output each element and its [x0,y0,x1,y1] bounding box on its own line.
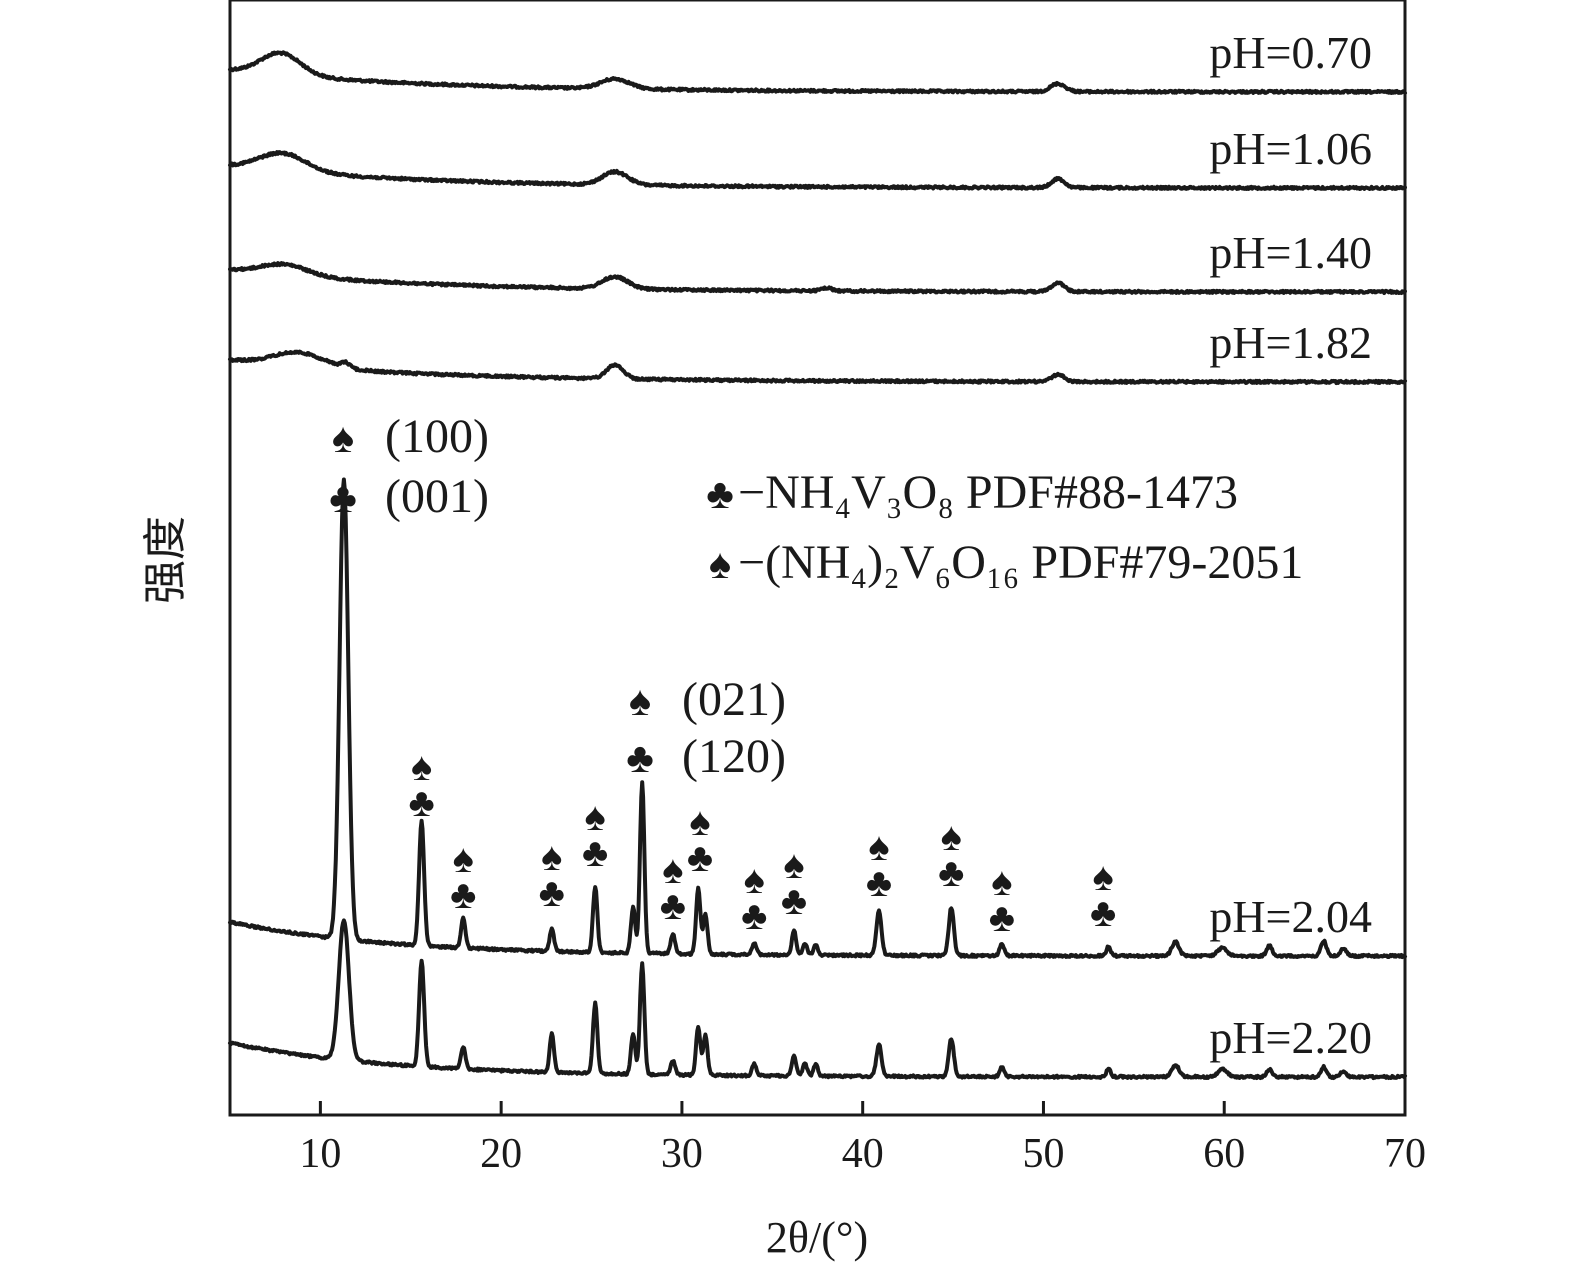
spade-marker: ♠ [453,836,474,881]
series-label: pH=2.04 [1209,891,1372,942]
series-trace [228,918,1407,1081]
x-tick-label: 30 [661,1131,703,1177]
series-label: pH=1.40 [1209,227,1372,278]
spade-marker: ♠ [1092,854,1113,899]
peak-annotations: ♠ (100)♣ (001)♠ (021)♣ (120)♠♣♠♣♠♣♠♣ ♠♣♠♣ ♠♣♠♣… [329,410,1116,940]
x-tick-label: 60 [1203,1131,1245,1177]
club-marker: ♣ [660,883,686,928]
club-marker: ♣ [539,870,565,915]
spade-marker: ♠ [941,814,962,859]
spade-marker: ♠ [541,834,562,879]
plot-frame [228,0,1407,1117]
club-marker: ♣ [866,860,892,905]
spade-marker: ♠ [744,857,765,902]
series-label: pH=1.06 [1209,123,1372,174]
club-marker: ♣ [989,895,1015,940]
miller-index-label: (021) [682,673,786,726]
series-labels: pH=0.70 pH=1.06 pH=1.40 pH=1.82 pH=2.04 pH=2.… [1209,27,1372,1063]
series-label: pH=1.82 [1209,317,1372,368]
club-marker: ♣ [450,872,476,917]
series-trace [228,50,1407,95]
club-marker: ♣ [938,850,964,895]
club-marker: ♣ [781,878,807,923]
series-trace [228,349,1407,385]
x-axis-ticks: 10 20 30 40 50 60 70 [299,1101,1426,1177]
legend: ♣ −NH₄V₃O₈ PDF#88-1473♠ −(NH₄)₂V₆O₁₆ PDF#7… [706,466,1303,589]
miller-index-label: (001) [385,470,489,523]
series-traces [228,50,1407,1081]
y-axis-label: 强度 [141,516,190,604]
series-trace [228,261,1407,295]
spade-marker: ♠ [662,847,683,892]
legend-entry: −NH₄V₃O₈ PDF#88-1473 [738,466,1238,519]
legend-entry: −(NH₄)₂V₆O₁₆ PDF#79-2051 [738,536,1303,589]
club-marker: ♣ [329,476,357,522]
spade-marker: ♠ [629,679,651,725]
miller-index-label: (100) [385,410,489,463]
spade-marker: ♠ [585,794,606,839]
x-tick-label: 70 [1384,1131,1426,1177]
club-marker: ♣ [626,736,654,782]
x-tick-label: 10 [299,1131,341,1177]
club-marker: ♣ [1090,890,1116,935]
club-marker: ♣ [706,472,734,518]
series-label: pH=0.70 [1209,27,1372,78]
spade-marker: ♠ [783,842,804,887]
series-label: pH=2.20 [1209,1012,1372,1063]
spade-marker: ♠ [689,799,710,844]
x-tick-label: 20 [480,1131,522,1177]
x-axis-label: 2θ/(°) [766,1213,868,1262]
club-marker: ♣ [582,830,608,875]
series-trace [228,150,1407,191]
spade-marker: ♠ [991,859,1012,904]
club-marker: ♣ [408,780,434,825]
spade-marker: ♠ [709,542,731,588]
club-marker: ♣ [741,893,767,938]
spade-marker: ♠ [332,416,354,462]
spade-marker: ♠ [868,824,889,869]
x-tick-label: 50 [1022,1131,1064,1177]
miller-index-label: (120) [682,730,786,783]
series-trace [228,477,1407,959]
spade-marker: ♠ [411,744,432,789]
x-tick-label: 40 [842,1131,884,1177]
club-marker: ♣ [687,835,713,880]
